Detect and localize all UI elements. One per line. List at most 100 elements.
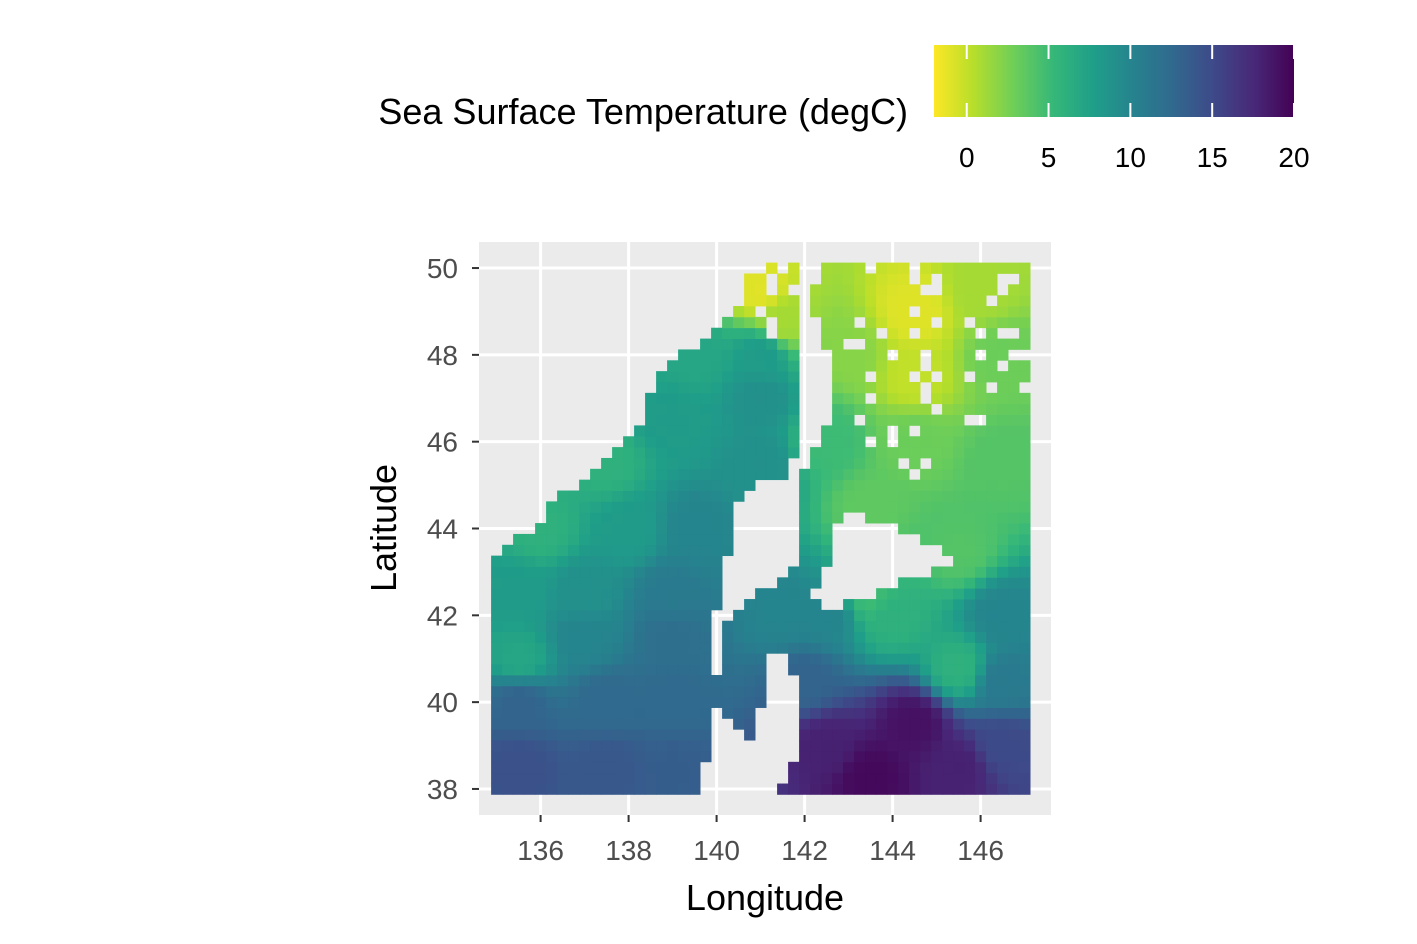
heatmap-cell [821, 262, 833, 274]
heatmap-cell [1019, 588, 1031, 600]
heatmap-cell [942, 675, 954, 687]
heatmap-cell [887, 642, 899, 654]
heatmap-cell [656, 403, 668, 415]
heatmap-cell [612, 457, 624, 470]
heatmap-cell [502, 642, 514, 654]
heatmap-cell [645, 457, 657, 470]
heatmap-cell [777, 620, 789, 632]
heatmap-cell [887, 306, 899, 318]
heatmap-cell [931, 327, 943, 339]
heatmap-cell [623, 761, 635, 774]
heatmap-cell [909, 599, 921, 611]
heatmap-cell [524, 740, 536, 752]
heatmap-cell [502, 653, 514, 665]
heatmap-cell [887, 664, 899, 676]
heatmap-cell [601, 544, 613, 557]
heatmap-cell [722, 403, 734, 415]
heatmap-cell [942, 327, 954, 339]
heatmap-cell [513, 664, 525, 676]
heatmap-cell [557, 588, 569, 600]
heatmap-cell [821, 675, 833, 687]
heatmap-cell [546, 718, 558, 730]
heatmap-cell [568, 490, 580, 502]
heatmap-cell [1019, 392, 1031, 405]
heatmap-cell [777, 599, 789, 611]
heatmap-cell [557, 761, 569, 774]
heatmap-cell [689, 783, 701, 795]
heatmap-cell [1019, 696, 1031, 708]
heatmap-cell [634, 631, 646, 643]
heatmap-cell [601, 577, 613, 589]
heatmap-cell [821, 696, 833, 708]
heatmap-cell [1008, 360, 1020, 372]
heatmap-cell [491, 740, 503, 752]
heatmap-cell [788, 620, 800, 632]
heatmap-cell [832, 631, 844, 643]
heatmap-cell [997, 436, 1009, 448]
heatmap-cell [964, 327, 976, 339]
heatmap-cell [1019, 436, 1031, 448]
heatmap-cell [513, 750, 525, 763]
heatmap-cell [623, 664, 635, 676]
heatmap-cell [975, 609, 987, 622]
heatmap-cell [601, 653, 613, 665]
heatmap-cell [964, 262, 976, 274]
heatmap-cell [799, 729, 811, 741]
heatmap-cell [612, 761, 624, 774]
heatmap-cell [766, 338, 778, 350]
heatmap-cell [920, 664, 932, 676]
heatmap-cell [700, 349, 712, 361]
heatmap-cell [546, 707, 558, 719]
heatmap-cell [755, 609, 767, 622]
heatmap-cell [590, 685, 602, 698]
heatmap-cell [964, 685, 976, 698]
heatmap-cell [843, 501, 855, 513]
heatmap-cell [579, 772, 591, 784]
heatmap-cell [997, 675, 1009, 687]
heatmap-cell [689, 381, 701, 394]
heatmap-cell [975, 436, 987, 448]
heatmap-cell [931, 262, 943, 274]
heatmap-cell [799, 490, 811, 502]
heatmap-cell [744, 447, 756, 459]
heatmap-cell [722, 436, 734, 448]
heatmap-cell [810, 555, 822, 567]
heatmap-cell [821, 306, 833, 318]
heatmap-cell [953, 414, 965, 426]
heatmap-cell [777, 284, 789, 296]
heatmap-cell [975, 392, 987, 405]
heatmap-cell [1019, 457, 1031, 470]
heatmap-cell [744, 306, 756, 318]
heatmap-cell [656, 631, 668, 643]
heatmap-cell [788, 306, 800, 318]
heatmap-cell [744, 631, 756, 643]
heatmap-cell [755, 631, 767, 643]
heatmap-cell [546, 750, 558, 763]
heatmap-cell [810, 284, 822, 296]
heatmap-cell [865, 306, 877, 318]
heatmap-cell [854, 750, 866, 763]
heatmap-cell [535, 675, 547, 687]
heatmap-cell [942, 349, 954, 361]
heatmap-cell [579, 718, 591, 730]
heatmap-cell [953, 306, 965, 318]
heatmap-cell [711, 588, 723, 600]
heatmap-cell [546, 696, 558, 708]
heatmap-cell [557, 664, 569, 676]
heatmap-cell [898, 414, 910, 426]
heatmap-cell [986, 664, 998, 676]
heatmap-cell [876, 761, 888, 774]
heatmap-cell [942, 653, 954, 665]
heatmap-cell [645, 642, 657, 654]
heatmap-cell [1008, 761, 1020, 774]
heatmap-cell [942, 479, 954, 491]
heatmap-cell [953, 740, 965, 752]
heatmap-cell [810, 718, 822, 730]
heatmap-cell [997, 642, 1009, 654]
heatmap-cell [810, 642, 822, 654]
heatmap-cell [656, 555, 668, 567]
heatmap-cell [689, 360, 701, 372]
heatmap-cell [799, 609, 811, 622]
heatmap-cell [1019, 447, 1031, 459]
heatmap-cell [579, 696, 591, 708]
